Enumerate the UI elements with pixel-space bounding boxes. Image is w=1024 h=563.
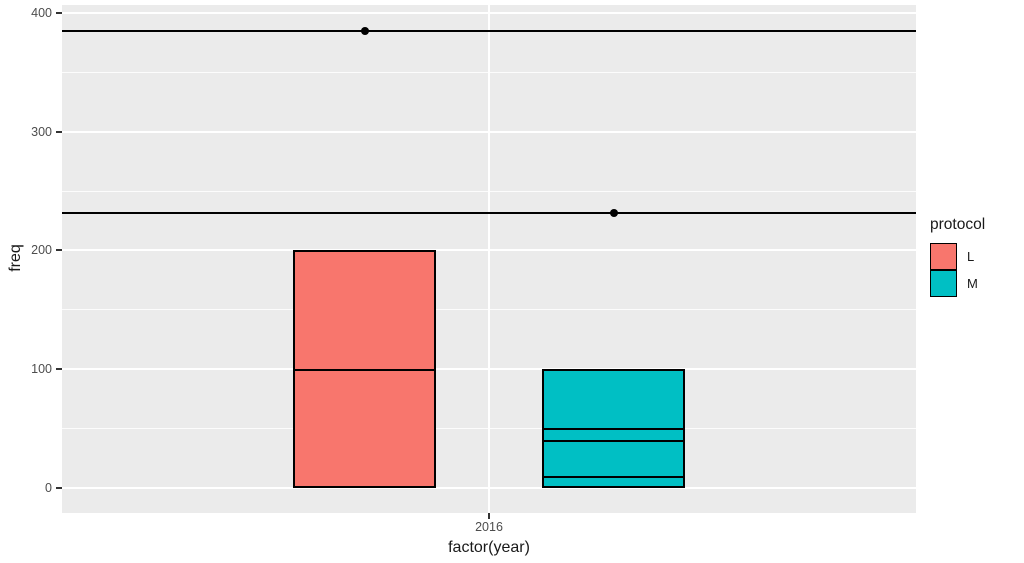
bar-segment-divider-M-2	[544, 428, 683, 431]
y-tick-label-0: 0	[45, 480, 52, 495]
legend-key-L-swatch	[930, 243, 957, 270]
y-tick-mark-200	[56, 249, 62, 252]
y-axis-title: freq	[7, 243, 24, 272]
plot-panel	[62, 5, 916, 513]
legend-entry-M: M	[930, 270, 1024, 297]
bar-segment-divider-L-0	[295, 369, 434, 371]
legend-title: protocol	[930, 216, 986, 233]
legend-label-L: L	[967, 249, 975, 264]
legend-label-M: M	[967, 276, 978, 291]
gridline-major-x-2016	[488, 5, 490, 513]
x-tick-mark-2016	[488, 512, 490, 519]
bar-segment-divider-M-1	[544, 440, 683, 443]
y-tick-mark-400	[56, 12, 62, 15]
y-tick-mark-0	[56, 486, 62, 489]
y-tick-label-300: 300	[31, 124, 52, 139]
data-point-M	[609, 208, 618, 217]
reference-line-M	[62, 211, 916, 214]
data-point-L	[360, 27, 369, 36]
stacked-bar-M	[542, 369, 685, 488]
legend-key-M-swatch	[930, 270, 957, 297]
legend-entry-L: L	[930, 243, 1024, 270]
reference-line-L	[62, 30, 916, 33]
x-axis-title: factor(year)	[448, 538, 530, 556]
bar-segment-divider-M-0	[544, 475, 683, 478]
x-tick-label-2016: 2016	[475, 519, 503, 534]
y-tick-mark-300	[56, 130, 62, 133]
y-tick-label-100: 100	[31, 362, 52, 377]
y-tick-label-400: 400	[31, 6, 52, 21]
y-tick-mark-100	[56, 368, 62, 371]
y-tick-label-200: 200	[31, 243, 52, 258]
stacked-bar-L	[293, 250, 436, 488]
